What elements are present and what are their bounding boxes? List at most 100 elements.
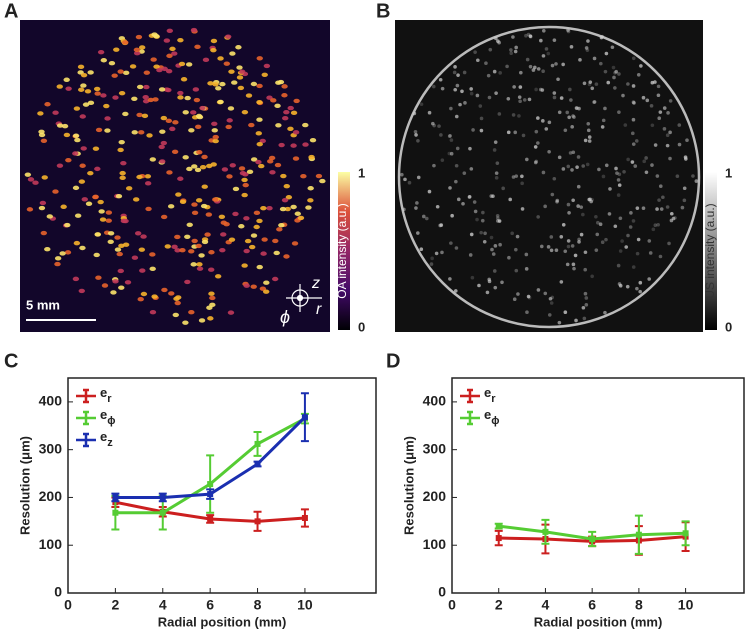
speckle (293, 98, 300, 104)
speckle (618, 249, 623, 253)
speckle (188, 128, 195, 133)
speckle (274, 103, 281, 109)
speckle (492, 148, 497, 152)
speckle (636, 237, 641, 242)
speckle (641, 206, 646, 210)
speckle (554, 62, 558, 66)
speckle (610, 45, 615, 50)
speckle (526, 294, 531, 299)
speckle (74, 137, 81, 143)
speckle (231, 80, 238, 85)
speckle (662, 106, 667, 110)
marker (635, 531, 642, 538)
speckle (454, 179, 458, 184)
speckle (641, 95, 646, 100)
speckle (447, 151, 452, 156)
speckle (238, 69, 246, 74)
speckle (489, 235, 494, 240)
speckle (552, 95, 557, 100)
speckle (80, 72, 88, 78)
speckle (495, 161, 500, 165)
y-tick-label: 0 (54, 584, 62, 600)
speckle (72, 151, 79, 156)
speckle (129, 64, 137, 69)
speckle (616, 193, 621, 197)
speckle (210, 38, 218, 44)
y-tick-label: 200 (423, 488, 447, 504)
speckle (632, 101, 636, 105)
speckle (315, 173, 323, 179)
speckle (482, 239, 487, 244)
y-tick-label: 100 (423, 536, 447, 552)
speckle (657, 116, 662, 121)
speckle (74, 213, 82, 218)
speckle (142, 94, 149, 100)
speckle (87, 170, 94, 176)
speckle (665, 205, 670, 209)
speckle (566, 239, 571, 243)
speckle (583, 291, 588, 296)
speckle (668, 99, 673, 103)
speckle (598, 222, 603, 226)
speckle (498, 242, 502, 247)
speckle (39, 200, 47, 206)
speckle (653, 223, 658, 228)
speckle (307, 186, 314, 191)
speckle (415, 201, 419, 205)
speckle (217, 56, 224, 61)
speckle (587, 139, 592, 143)
speckle (650, 80, 655, 85)
speckle (114, 235, 121, 240)
speckle (583, 250, 588, 255)
speckle (483, 231, 487, 236)
speckle (585, 48, 590, 52)
x-tick-label: 2 (495, 597, 503, 613)
speckle (431, 84, 436, 89)
speckle (117, 268, 124, 274)
speckle (305, 205, 312, 210)
speckle (136, 112, 143, 118)
speckle (455, 83, 460, 88)
speckle (407, 180, 412, 185)
speckle (514, 45, 518, 50)
speckle (256, 117, 263, 122)
speckle (569, 45, 574, 49)
speckle (77, 64, 85, 70)
speckle (117, 69, 124, 74)
speckle (536, 116, 540, 120)
speckle (112, 95, 119, 100)
speckle (211, 128, 218, 133)
speckle (243, 283, 250, 288)
legend-swatch (76, 388, 96, 404)
legend-swatch (460, 410, 480, 426)
colorbar (338, 172, 350, 330)
speckle (515, 234, 520, 239)
speckle (260, 251, 267, 256)
speckle (24, 172, 32, 177)
speckle (644, 170, 649, 175)
speckle (163, 38, 171, 43)
speckle (250, 81, 258, 87)
speckle (140, 291, 148, 297)
speckle (496, 39, 500, 43)
speckle (110, 290, 117, 295)
plot-frame (67, 377, 377, 594)
speckle (116, 251, 123, 257)
speckle (471, 128, 475, 132)
speckle (79, 114, 86, 119)
x-tick-label: 10 (678, 597, 694, 613)
speckle (80, 83, 87, 88)
speckle (44, 102, 51, 107)
speckle (194, 124, 202, 130)
speckle (93, 86, 101, 92)
speckle (166, 53, 173, 59)
speckle (454, 114, 459, 119)
speckle (171, 51, 178, 56)
speckle (208, 291, 215, 296)
x-tick-label: 8 (635, 597, 643, 613)
speckle (135, 34, 143, 40)
speckle (453, 289, 458, 293)
speckle (256, 100, 263, 105)
speckle (542, 28, 546, 33)
speckle (635, 286, 639, 291)
